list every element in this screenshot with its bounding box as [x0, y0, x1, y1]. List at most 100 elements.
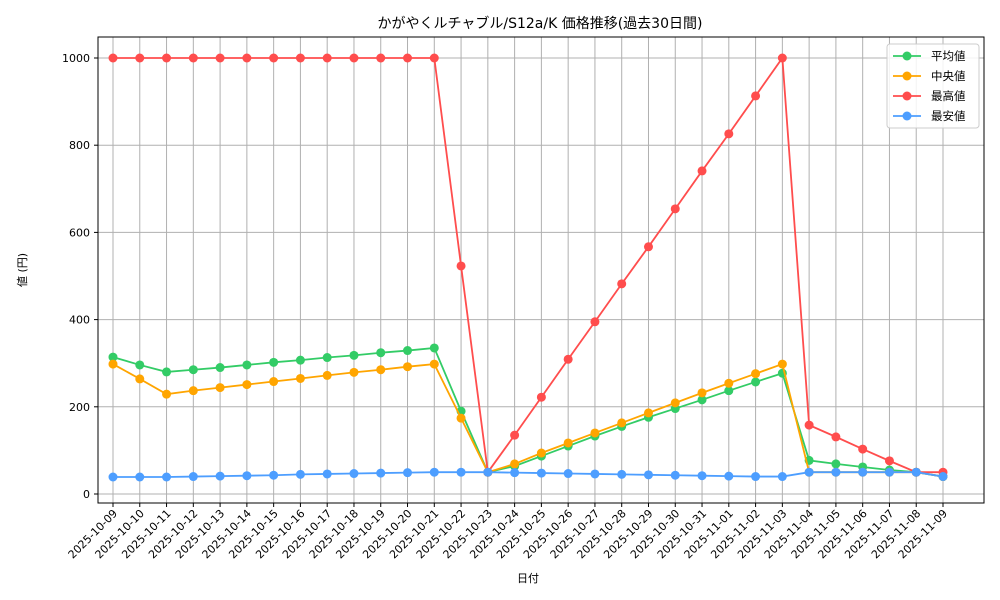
data-point [188, 53, 198, 63]
legend-box [886, 43, 980, 129]
data-point [777, 472, 787, 482]
chart-title: かがやくルチャブル/S12a/K 価格推移(過去30日間) [378, 15, 703, 32]
data-point [162, 367, 172, 377]
legend-label: 平均値 [931, 49, 966, 63]
data-point [536, 392, 546, 402]
data-point [590, 317, 600, 327]
data-point [617, 469, 627, 479]
data-point [108, 472, 118, 482]
series-3 [108, 467, 948, 482]
series-2 [108, 53, 948, 477]
data-point [751, 369, 761, 379]
legend-label: 最高値 [931, 89, 966, 103]
data-point [670, 398, 680, 408]
data-point [724, 378, 734, 388]
data-point [322, 353, 332, 363]
data-point [135, 360, 145, 370]
data-point [162, 472, 172, 482]
data-point [777, 53, 787, 63]
data-point [403, 53, 413, 63]
data-point [724, 386, 734, 396]
data-point [536, 468, 546, 478]
legend-label: 最安値 [931, 109, 966, 123]
data-point [456, 467, 466, 477]
data-point [670, 204, 680, 214]
data-point [858, 467, 868, 477]
legend-item: 平均値 [893, 49, 966, 63]
data-point [269, 357, 279, 367]
data-point [242, 360, 252, 370]
data-point [590, 469, 600, 479]
y-tick-label: 400 [69, 314, 90, 327]
data-point [510, 459, 520, 469]
data-point [697, 395, 707, 405]
data-point [403, 468, 413, 478]
data-point [831, 432, 841, 442]
y-axis-ticks: 0 200 400 600 800 1000 [62, 52, 98, 501]
series-line [113, 55, 943, 475]
data-point [724, 471, 734, 481]
data-point [188, 365, 198, 375]
legend-marker-icon [902, 51, 912, 61]
data-point [322, 53, 332, 63]
data-point [670, 470, 680, 480]
data-point [536, 448, 546, 458]
legend-marker-icon [902, 71, 912, 81]
data-point [322, 469, 332, 479]
data-point [429, 467, 439, 477]
series-line [112, 346, 944, 478]
data-point [403, 362, 413, 372]
data-point [349, 367, 359, 377]
y-tick-label: 800 [69, 139, 90, 152]
data-point [510, 468, 520, 478]
data-point [376, 365, 386, 375]
data-point [215, 53, 225, 63]
legend-item: 最安値 [893, 109, 966, 123]
data-point [215, 363, 225, 373]
data-point [403, 346, 413, 356]
data-point [751, 91, 761, 101]
data-point [884, 456, 894, 466]
data-point [884, 467, 894, 477]
data-point [643, 242, 653, 252]
data-point [804, 420, 814, 430]
data-point [135, 374, 145, 384]
y-tick-label: 200 [69, 401, 90, 414]
data-point [295, 53, 305, 63]
y-tick-label: 0 [83, 488, 90, 501]
data-point [376, 53, 386, 63]
data-point [269, 53, 279, 63]
data-point [429, 359, 439, 369]
data-point [483, 467, 493, 477]
data-point [269, 377, 279, 387]
data-point [563, 354, 573, 364]
x-axis-label: 日付 [517, 572, 539, 585]
data-point [777, 359, 787, 369]
data-point [349, 350, 359, 360]
data-point [617, 279, 627, 289]
data-point [162, 389, 172, 399]
data-point [135, 53, 145, 63]
data-point [697, 388, 707, 398]
y-axis-label: 値 (円) [16, 253, 29, 287]
legend-item: 中央値 [893, 69, 966, 83]
data-point [162, 53, 172, 63]
data-point [295, 469, 305, 479]
data-point [804, 467, 814, 477]
data-point [751, 472, 761, 482]
y-tick-label: 1000 [62, 52, 90, 65]
data-point [349, 53, 359, 63]
data-point [242, 53, 252, 63]
data-point [563, 438, 573, 448]
x-axis-ticks: 2025-10-092025-10-102025-10-112025-10-12… [66, 503, 950, 561]
legend-marker-icon [902, 111, 912, 121]
data-point [188, 386, 198, 396]
data-point [617, 418, 627, 428]
data-point [269, 470, 279, 480]
data-point [831, 459, 841, 469]
data-point [215, 383, 225, 393]
data-point [751, 377, 761, 387]
grid-lines [98, 37, 984, 503]
data-point [456, 261, 466, 271]
